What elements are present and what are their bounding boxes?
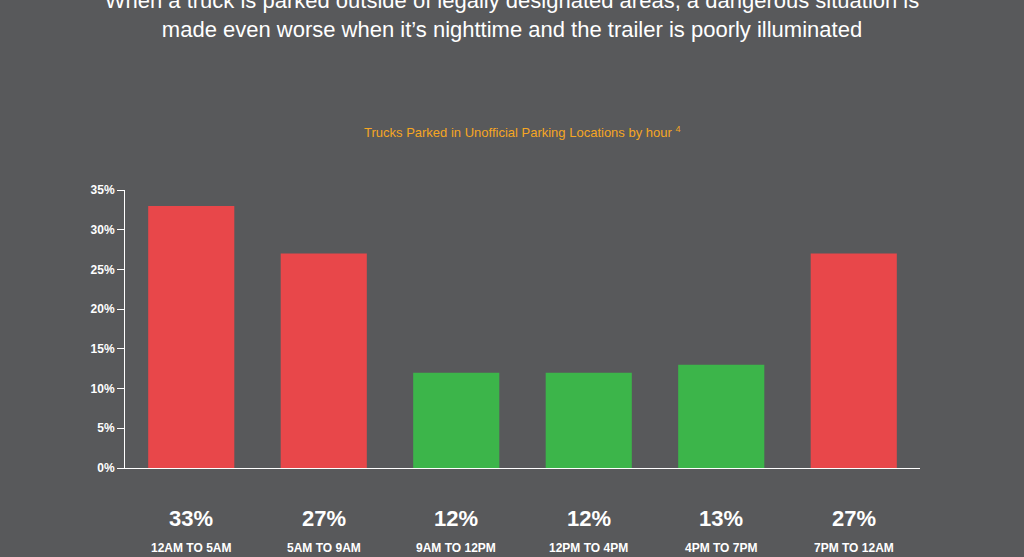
svg-text:20%: 20% xyxy=(91,302,115,316)
svg-text:30%: 30% xyxy=(91,223,115,237)
svg-text:12AM TO 5AM: 12AM TO 5AM xyxy=(151,541,231,555)
svg-text:12PM TO 4PM: 12PM TO 4PM xyxy=(549,541,628,555)
svg-text:7PM TO 12AM: 7PM TO 12AM xyxy=(814,541,894,555)
svg-text:12%: 12% xyxy=(567,506,611,531)
svg-text:12%: 12% xyxy=(434,506,478,531)
svg-text:25%: 25% xyxy=(91,263,115,277)
svg-text:When a truck is parked outside: When a truck is parked outside of legall… xyxy=(105,0,919,42)
svg-text:33%: 33% xyxy=(169,506,213,531)
svg-text:9AM TO 12PM: 9AM TO 12PM xyxy=(416,541,496,555)
svg-text:10%: 10% xyxy=(91,382,115,396)
svg-text:5%: 5% xyxy=(97,421,115,435)
svg-text:35%: 35% xyxy=(91,183,115,197)
svg-text:Trucks Parked in Unofficial Pa: Trucks Parked in Unofficial Parking Loca… xyxy=(364,124,681,140)
svg-text:5AM TO 9AM: 5AM TO 9AM xyxy=(287,541,361,555)
svg-text:4PM TO 7PM: 4PM TO 7PM xyxy=(685,541,757,555)
svg-text:15%: 15% xyxy=(91,342,115,356)
svg-text:27%: 27% xyxy=(832,506,876,531)
svg-text:13%: 13% xyxy=(699,506,743,531)
svg-text:0%: 0% xyxy=(97,461,115,475)
svg-text:27%: 27% xyxy=(302,506,346,531)
